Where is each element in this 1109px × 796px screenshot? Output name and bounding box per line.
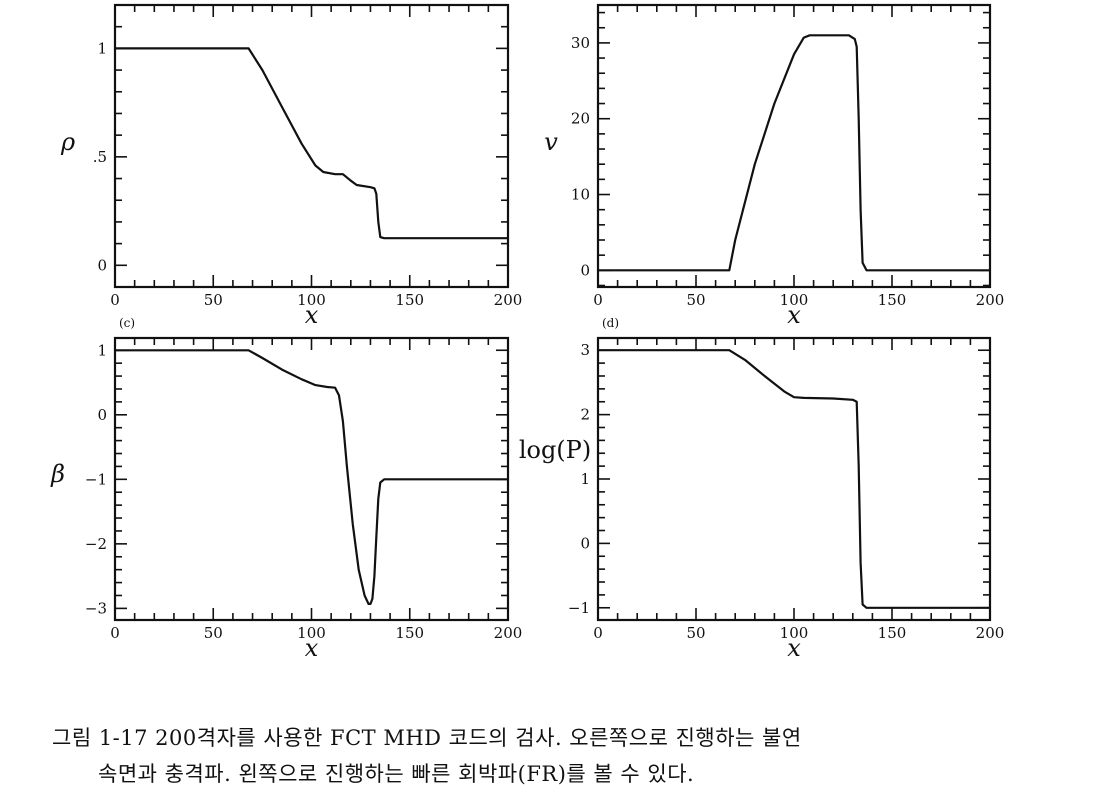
plot-frame	[596, 336, 992, 622]
y-tick-label: −1	[85, 470, 107, 488]
y-tick-label: 3	[580, 341, 590, 359]
x-tick-label: 200	[976, 291, 1005, 309]
x-tick-label: 100	[297, 624, 326, 642]
x-tick-label: 50	[686, 291, 705, 309]
plot-frame	[113, 3, 510, 289]
x-tick-label: 50	[204, 291, 223, 309]
x-tick-label: 100	[780, 291, 809, 309]
series-line	[115, 47, 508, 240]
series-line	[115, 349, 508, 606]
y-tick-label: 1	[97, 39, 107, 57]
x-tick-label: 200	[494, 624, 523, 642]
panel-label: (c)	[119, 316, 135, 330]
series-line	[598, 34, 990, 272]
y-tick-label: 30	[571, 34, 590, 52]
y-tick-label: .5	[93, 148, 107, 166]
x-tick-label: 0	[593, 624, 603, 642]
y-axis-label: log(P)	[519, 436, 591, 464]
y-axis-label: v	[544, 128, 558, 156]
x-tick-label: 0	[110, 624, 120, 642]
x-tick-label: 0	[593, 291, 603, 309]
x-tick-label: 150	[395, 291, 424, 309]
x-tick-label: 50	[686, 624, 705, 642]
y-tick-label: 20	[571, 110, 590, 128]
x-tick-label: 150	[395, 624, 424, 642]
series-line	[598, 349, 990, 609]
x-tick-label: 100	[297, 291, 326, 309]
y-axis-label: β	[50, 460, 65, 488]
x-tick-label: 200	[976, 624, 1005, 642]
y-tick-label: 1	[97, 341, 107, 359]
panel-1: 0 50 100 150 200 0 10 20 30 x v (d)	[544, 3, 1005, 330]
x-axis-label: x	[787, 301, 801, 329]
y-axis-label: ρ	[60, 128, 75, 156]
panel-2: 0 50 100 150 200 −3 −2 −1 0 1 x β	[50, 336, 523, 662]
y-tick-label: 0	[97, 406, 107, 424]
x-axis-label: x	[787, 634, 801, 662]
caption-line-1: 그림 1-17 200격자를 사용한 FCT MHD 코드의 검사. 오른쪽으로…	[52, 726, 802, 750]
y-tick-label: 1	[580, 470, 590, 488]
x-tick-label: 150	[878, 291, 907, 309]
y-tick-label: 0	[580, 534, 590, 552]
y-tick-label: 0	[580, 261, 590, 279]
panel-0: 0 50 100 150 200 0 .5 1 x ρ (c)	[60, 3, 523, 330]
x-tick-label: 200	[494, 291, 523, 309]
x-tick-label: 150	[878, 624, 907, 642]
y-tick-label: 2	[580, 406, 590, 424]
plot-frame	[596, 3, 992, 289]
x-tick-label: 0	[110, 291, 120, 309]
x-tick-label: 100	[780, 624, 809, 642]
x-tick-label: 50	[204, 624, 223, 642]
x-axis-label: x	[305, 634, 319, 662]
caption-line-2: 속면과 충격파. 왼쪽으로 진행하는 빠른 회박파(FR)를 볼 수 있다.	[98, 762, 695, 786]
y-tick-label: 10	[571, 186, 590, 204]
y-tick-label: 0	[97, 256, 107, 274]
panel-label: (d)	[602, 316, 619, 330]
y-tick-label: −2	[85, 535, 107, 553]
y-tick-label: −3	[85, 599, 107, 617]
y-tick-label: −1	[568, 599, 590, 617]
x-axis-label: x	[305, 301, 319, 329]
